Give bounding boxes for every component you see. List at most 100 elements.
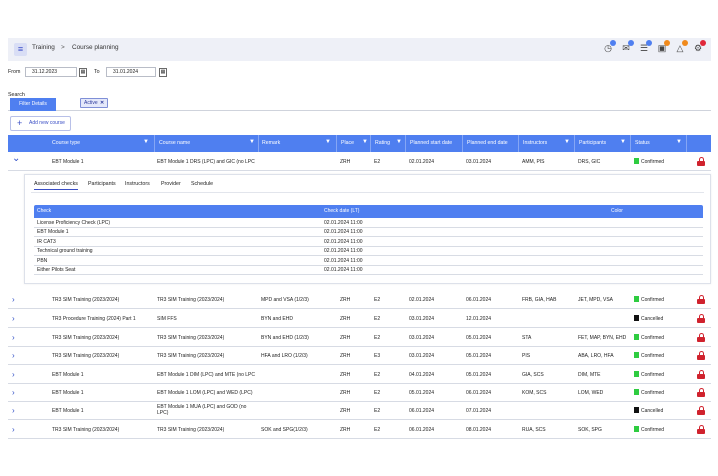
lock-icon[interactable] xyxy=(697,295,705,304)
column-header-place[interactable]: Place xyxy=(336,135,354,152)
cell-instructors xyxy=(522,402,572,420)
table-row[interactable]: › EBT Module 1 EBT Module 1 LOM (LPC) and … xyxy=(8,384,711,402)
lock-icon[interactable] xyxy=(697,157,705,166)
lock-icon[interactable] xyxy=(697,333,705,342)
filter-funnel-icon[interactable]: ▼ xyxy=(143,139,149,145)
lock-icon[interactable] xyxy=(697,370,705,379)
from-date-input[interactable]: 31.12.2023 xyxy=(25,67,77,77)
hamburger-menu-icon[interactable]: ≡ xyxy=(14,43,27,56)
active-filter-chip[interactable]: Active ✕ xyxy=(80,98,109,108)
check-row[interactable]: PBN 02.01.2024 11:00 xyxy=(34,257,703,266)
column-header-participants[interactable]: Participants xyxy=(574,135,606,152)
chevron-right-icon[interactable]: › xyxy=(12,370,15,379)
notification-badge xyxy=(682,40,688,46)
table-row[interactable]: › TR3 SIM Training (2023/2024) TR3 SIM Tra… xyxy=(8,347,711,365)
lock-icon[interactable] xyxy=(697,351,705,360)
column-header-status[interactable]: Status xyxy=(630,135,650,152)
cell-end: 06.01.2024 xyxy=(466,297,492,303)
status-color-square xyxy=(634,426,639,432)
clock-icon[interactable]: ◷ xyxy=(602,40,616,54)
cell-end: 05.01.2024 xyxy=(466,335,492,341)
status-label: Confirmed xyxy=(641,353,665,359)
close-icon[interactable]: ✕ xyxy=(100,100,105,106)
column-header-planned-start[interactable]: Planned start date xyxy=(405,135,452,152)
cell-end: 12.01.2024 xyxy=(466,316,492,322)
table-row[interactable]: › EBT Module 1 EBT Module 1 DIM (LPC) and … xyxy=(8,366,711,384)
warning-icon[interactable]: △ xyxy=(674,40,688,54)
tab-instructors[interactable]: Instructors xyxy=(125,181,150,187)
mail-icon[interactable]: ✉ xyxy=(620,40,634,54)
cell-course-name: EBT Module 1 DRS (LPC) and GIC (no LPC) xyxy=(157,159,255,165)
tab-participants[interactable]: Participants xyxy=(88,181,116,187)
column-header-rating[interactable]: Rating xyxy=(370,135,390,152)
cell-instructors: STA xyxy=(522,335,532,341)
check-name: License Proficiency Check (LPC) xyxy=(37,220,111,226)
filter-funnel-icon[interactable]: ▼ xyxy=(362,139,368,145)
chevron-right-icon[interactable]: › xyxy=(12,333,15,342)
cell-course-name: SIM FFS xyxy=(157,316,177,322)
status-label: Confirmed xyxy=(641,427,665,433)
status-color-square xyxy=(634,389,639,395)
filter-funnel-icon[interactable]: ▼ xyxy=(325,139,331,145)
chevron-right-icon[interactable]: › xyxy=(12,314,15,323)
cell-course-type: EBT Module 1 xyxy=(52,159,84,165)
tab-schedule[interactable]: Schedule xyxy=(191,181,214,187)
course-detail-panel: Associated checks Participants Instructo… xyxy=(24,174,711,284)
table-row[interactable]: › TR3 SIM Training (2023/2024) TR3 SIM Tra… xyxy=(8,329,711,347)
check-row[interactable]: License Proficiency Check (LPC) 02.01.202… xyxy=(34,219,703,228)
filter-funnel-icon[interactable]: ▼ xyxy=(249,139,255,145)
filter-details-button[interactable]: Filter Details xyxy=(10,98,56,111)
cell-remark: HFA and LRO (1/2/3) xyxy=(261,353,308,359)
column-header-course-name[interactable]: Course name xyxy=(154,135,190,152)
lock-icon[interactable] xyxy=(697,425,705,434)
clipboard-icon[interactable]: ▣ xyxy=(656,40,670,54)
chevron-right-icon[interactable]: › xyxy=(12,425,15,434)
column-header-planned-end[interactable]: Planned end date xyxy=(462,135,508,152)
plus-icon: + xyxy=(17,118,23,128)
cell-course-name: TR3 SIM Training (2023/2024) xyxy=(157,297,225,303)
lock-icon[interactable] xyxy=(697,406,705,415)
to-date-input[interactable]: 31.01.2024 xyxy=(106,67,156,77)
calendar-icon[interactable]: ▦ xyxy=(159,68,167,77)
check-row[interactable]: Technical ground training 02.01.2024 11:0… xyxy=(34,247,703,257)
filter-funnel-icon[interactable]: ▼ xyxy=(676,139,682,145)
chevron-right-icon[interactable]: › xyxy=(12,388,15,397)
status-color-square xyxy=(634,158,639,164)
search-underline xyxy=(8,110,711,111)
status-badge: Cancelled xyxy=(634,402,684,420)
filter-funnel-icon[interactable]: ▼ xyxy=(396,139,402,145)
cell-participants: DIM, MTE xyxy=(578,372,601,378)
check-row[interactable]: Either Pilots Seat 02.01.2024 11:00 xyxy=(34,266,703,275)
cell-course-type: TR3 Procedure Training (2024) Part 1 xyxy=(52,316,136,322)
check-row[interactable]: EBT Module 1 02.01.2024 11:00 xyxy=(34,228,703,238)
chevron-down-icon[interactable]: ⌄ xyxy=(12,153,21,164)
tab-associated-checks[interactable]: Associated checks xyxy=(34,181,78,190)
cell-start: 02.01.2024 xyxy=(409,297,435,303)
lock-icon[interactable] xyxy=(697,314,705,323)
cell-rating: E2 xyxy=(374,390,381,396)
chevron-right-icon[interactable]: › xyxy=(12,351,15,360)
chevron-right-icon[interactable]: › xyxy=(12,406,15,415)
gear-alert-icon[interactable]: ⚙ xyxy=(692,40,706,54)
table-row[interactable]: ⌄ EBT Module 1 EBT Module 1 DRS (LPC) and … xyxy=(8,153,711,171)
check-row[interactable]: IR CAT3 02.01.2024 11:00 xyxy=(34,238,703,247)
list-icon[interactable]: ☰ xyxy=(638,40,652,54)
column-header-course-type[interactable]: Course type xyxy=(52,140,80,146)
add-course-button[interactable]: + Add new course xyxy=(10,116,71,131)
filter-funnel-icon[interactable]: ▼ xyxy=(620,139,626,145)
breadcrumb-training[interactable]: Training xyxy=(32,44,55,51)
lock-icon[interactable] xyxy=(697,388,705,397)
status-color-square xyxy=(634,296,639,302)
table-row[interactable]: › TR3 SIM Training (2023/2024) TR3 SIM Tra… xyxy=(8,421,711,439)
cell-end: 03.01.2024 xyxy=(466,159,492,165)
chevron-right-icon[interactable]: › xyxy=(12,295,15,304)
table-row[interactable]: › TR3 SIM Training (2023/2024) TR3 SIM Tra… xyxy=(8,291,711,309)
tab-provider[interactable]: Provider xyxy=(161,181,181,187)
cell-end: 05.01.2024 xyxy=(466,353,492,359)
filter-funnel-icon[interactable]: ▼ xyxy=(564,139,570,145)
column-header-remark[interactable]: Remark xyxy=(258,135,280,152)
calendar-icon[interactable]: ▦ xyxy=(79,68,87,77)
column-header-instructors[interactable]: Instructors xyxy=(518,135,547,152)
table-row[interactable]: › EBT Module 1 EBT Module 1 MUA (LPC) and … xyxy=(8,402,711,420)
table-row[interactable]: › TR3 Procedure Training (2024) Part 1 SIM… xyxy=(8,310,711,328)
